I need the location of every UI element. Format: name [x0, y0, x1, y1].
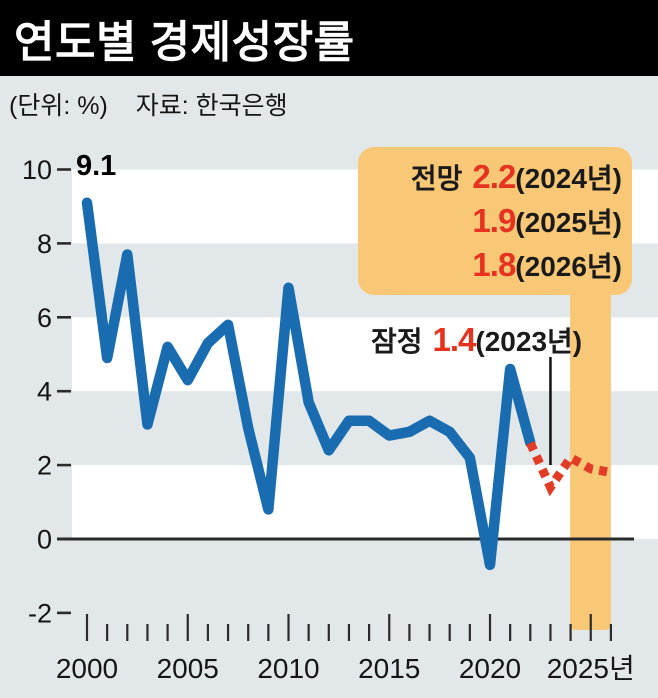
zero-line — [57, 537, 634, 541]
x-tick-minor — [327, 624, 330, 641]
forecast-line — [526, 441, 612, 497]
first-point-value-label: 9.1 — [76, 150, 117, 182]
x-tick-minor — [448, 624, 451, 641]
y-tick-label: 0 — [37, 525, 52, 555]
x-tick-minor — [126, 624, 129, 641]
x-tick-label: 2010 — [257, 653, 319, 684]
provisional-callout: 잠정 1.4(2023년) — [371, 320, 582, 362]
x-tick-minor — [347, 624, 351, 641]
x-tick-minor — [569, 624, 572, 641]
y-tick-label: 2 — [37, 451, 52, 481]
x-tick-minor — [509, 624, 512, 641]
forecast-row-2024: 전망 2.2(2024년) — [358, 157, 622, 199]
x-tick-minor — [307, 624, 310, 641]
x-tick-minor — [226, 624, 230, 641]
x-tick-label: 2020 — [459, 653, 521, 684]
y-tick — [57, 611, 71, 615]
x-tick-label: 2005 — [157, 653, 219, 684]
page-title: 연도별 경제성장률 — [14, 18, 355, 67]
x-tick-minor — [468, 624, 471, 641]
provisional-label: 잠정 — [371, 326, 423, 357]
x-tick-minor — [106, 624, 109, 641]
x-tick-minor — [267, 624, 270, 641]
x-tick-major — [287, 614, 290, 641]
x-tick-minor — [609, 624, 612, 641]
actual-line — [81, 197, 536, 571]
x-tick-minor — [408, 624, 411, 641]
x-tick-minor — [529, 624, 532, 641]
x-tick-major — [388, 614, 391, 641]
y-tick-label: 8 — [37, 229, 52, 259]
x-tick-label: 2015 — [358, 653, 420, 684]
x-tick-label: 2025년 — [547, 653, 635, 684]
provisional-value: 1.4 — [432, 321, 477, 358]
y-tick-label: -2 — [28, 598, 52, 628]
x-tick-label: 2000 — [56, 653, 118, 684]
y-tick — [57, 242, 71, 245]
forecast-callout-box: 전망 2.2(2024년) 1.9(2025년) 1.8(2026년) — [358, 147, 632, 295]
forecast-value-2026: 1.8 — [472, 246, 516, 283]
provisional-year: (2023년) — [475, 326, 583, 357]
x-tick-major — [85, 614, 89, 641]
forecast-value-2025: 1.9 — [472, 202, 516, 239]
y-tick-label: 10 — [22, 155, 52, 185]
y-tick-label: 4 — [37, 377, 52, 407]
y-tick — [57, 168, 71, 171]
forecast-value-2024: 2.2 — [472, 158, 516, 195]
x-tick-minor — [428, 624, 431, 641]
x-tick-major — [589, 614, 592, 641]
forecast-row-2025: 1.9(2025년) — [358, 201, 622, 243]
x-tick-minor — [206, 624, 209, 641]
forecast-year-2025: (2025년) — [515, 207, 622, 238]
y-tick — [57, 316, 71, 319]
x-tick-minor — [146, 624, 149, 641]
x-tick-minor — [549, 624, 552, 641]
unit-label: (단위: %) — [9, 92, 108, 120]
x-tick-major — [488, 614, 492, 641]
y-tick — [57, 389, 71, 393]
chart-subtitle: (단위: %) 자료: 한국은행 — [9, 86, 288, 122]
y-tick — [57, 463, 71, 467]
forecast-label: 전망 — [410, 163, 463, 194]
highlight-band — [570, 240, 611, 630]
x-tick-minor — [166, 624, 169, 641]
source-label: 자료: 한국은행 — [135, 92, 288, 120]
forecast-row-2026: 1.8(2026년) — [358, 245, 622, 287]
forecast-year-2024: (2024년) — [515, 163, 622, 194]
y-tick-label: 6 — [37, 303, 52, 333]
x-tick-minor — [368, 624, 371, 641]
x-tick-minor — [247, 624, 250, 641]
x-tick-major — [186, 614, 189, 641]
forecast-year-2026: (2026년) — [515, 251, 622, 282]
title-bar: 연도별 경제성장률 — [0, 0, 658, 76]
